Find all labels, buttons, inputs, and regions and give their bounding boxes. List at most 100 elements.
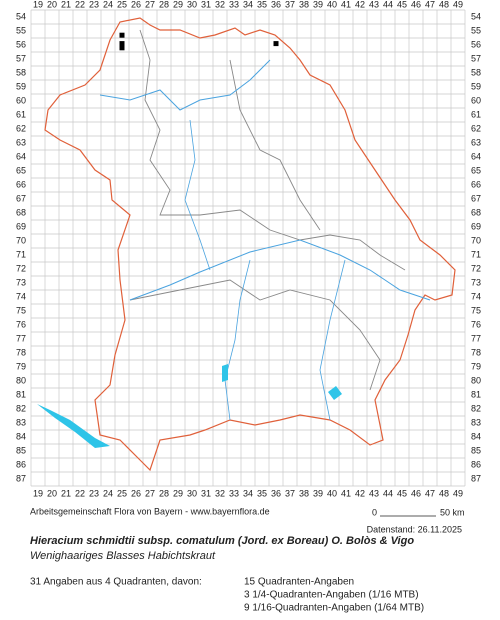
column-label: 24 [103, 488, 113, 498]
column-label: 39 [313, 0, 323, 9]
summary-item: 15 Quadranten-Angaben [244, 577, 354, 588]
row-label: 62 [16, 123, 26, 133]
column-label: 34 [243, 488, 253, 498]
occurrence [119, 32, 125, 38]
column-label: 40 [327, 488, 337, 498]
row-label: 61 [16, 109, 26, 119]
column-label: 48 [439, 0, 449, 9]
scale-end: 50 km [440, 507, 465, 517]
column-label: 46 [411, 488, 421, 498]
row-label: 80 [471, 375, 481, 385]
row-label: 79 [471, 361, 481, 371]
column-label: 43 [369, 0, 379, 9]
row-label: 74 [471, 291, 481, 301]
row-label: 82 [471, 403, 481, 413]
row-label: 82 [16, 403, 26, 413]
district-border [129, 279, 381, 391]
row-label: 55 [16, 25, 26, 35]
row-label: 70 [16, 235, 26, 245]
row-label: 58 [471, 67, 481, 77]
row-label: 64 [16, 151, 26, 161]
row-label: 85 [16, 445, 26, 455]
column-label: 42 [355, 0, 365, 9]
row-label: 65 [471, 165, 481, 175]
column-label: 47 [425, 0, 435, 9]
column-label: 36 [271, 488, 281, 498]
column-label: 40 [327, 0, 337, 9]
row-label: 56 [16, 39, 26, 49]
column-label: 20 [47, 488, 57, 498]
row-label: 57 [16, 53, 26, 63]
row-label: 86 [471, 459, 481, 469]
row-label: 66 [16, 179, 26, 189]
column-label: 36 [271, 0, 281, 9]
column-label: 30 [187, 488, 197, 498]
row-label: 80 [16, 375, 26, 385]
row-label: 63 [16, 137, 26, 147]
row-label: 64 [471, 151, 481, 161]
column-label: 44 [383, 488, 393, 498]
row-label: 83 [16, 417, 26, 427]
column-label: 23 [89, 0, 99, 9]
column-label: 32 [215, 0, 225, 9]
row-label: 86 [16, 459, 26, 469]
column-label: 31 [201, 488, 211, 498]
column-label: 46 [411, 0, 421, 9]
column-label: 22 [75, 488, 85, 498]
row-label: 55 [471, 25, 481, 35]
river [99, 59, 271, 111]
row-label: 78 [471, 347, 481, 357]
row-label: 72 [16, 263, 26, 273]
column-label: 20 [47, 0, 57, 9]
district-border [139, 29, 406, 271]
column-label: 29 [173, 488, 183, 498]
column-label: 26 [131, 0, 141, 9]
row-label: 69 [16, 221, 26, 231]
row-label: 77 [471, 333, 481, 343]
column-label: 29 [173, 0, 183, 9]
row-label: 75 [471, 305, 481, 315]
row-label: 60 [471, 95, 481, 105]
row-label: 57 [471, 53, 481, 63]
lake [328, 386, 342, 400]
row-label: 81 [471, 389, 481, 399]
row-label: 74 [16, 291, 26, 301]
row-label: 67 [471, 193, 481, 203]
row-label: 76 [471, 319, 481, 329]
column-label: 38 [299, 0, 309, 9]
row-label: 79 [16, 361, 26, 371]
row-label: 73 [471, 277, 481, 287]
row-label: 60 [16, 95, 26, 105]
column-label: 24 [103, 0, 113, 9]
occurrence [119, 45, 125, 51]
column-label: 22 [75, 0, 85, 9]
column-label: 27 [145, 488, 155, 498]
column-label: 38 [299, 488, 309, 498]
river [319, 259, 346, 421]
row-label: 58 [16, 67, 26, 77]
column-label: 49 [453, 488, 463, 498]
title: Hieracium schmidtii subsp. comatulum (Jo… [30, 535, 414, 547]
district-border [229, 59, 321, 231]
column-label: 44 [383, 0, 393, 9]
row-label: 87 [16, 473, 26, 483]
row-label: 87 [471, 473, 481, 483]
column-label: 45 [397, 0, 407, 9]
row-label: 77 [16, 333, 26, 343]
column-label: 28 [159, 488, 169, 498]
row-label: 76 [16, 319, 26, 329]
column-label: 48 [439, 488, 449, 498]
row-label: 54 [16, 11, 26, 21]
column-label: 31 [201, 0, 211, 9]
column-label: 35 [257, 0, 267, 9]
summary-total: 31 Angaben aus 4 Quadranten, davon: [30, 577, 202, 588]
row-label: 54 [471, 11, 481, 21]
subtitle: Wenighaariges Blasses Habichtskraut [30, 550, 216, 562]
column-label: 41 [341, 488, 351, 498]
row-label: 78 [16, 347, 26, 357]
row-label: 83 [471, 417, 481, 427]
column-label: 23 [89, 488, 99, 498]
column-label: 43 [369, 488, 379, 498]
column-label: 25 [117, 0, 127, 9]
column-label: 37 [285, 488, 295, 498]
